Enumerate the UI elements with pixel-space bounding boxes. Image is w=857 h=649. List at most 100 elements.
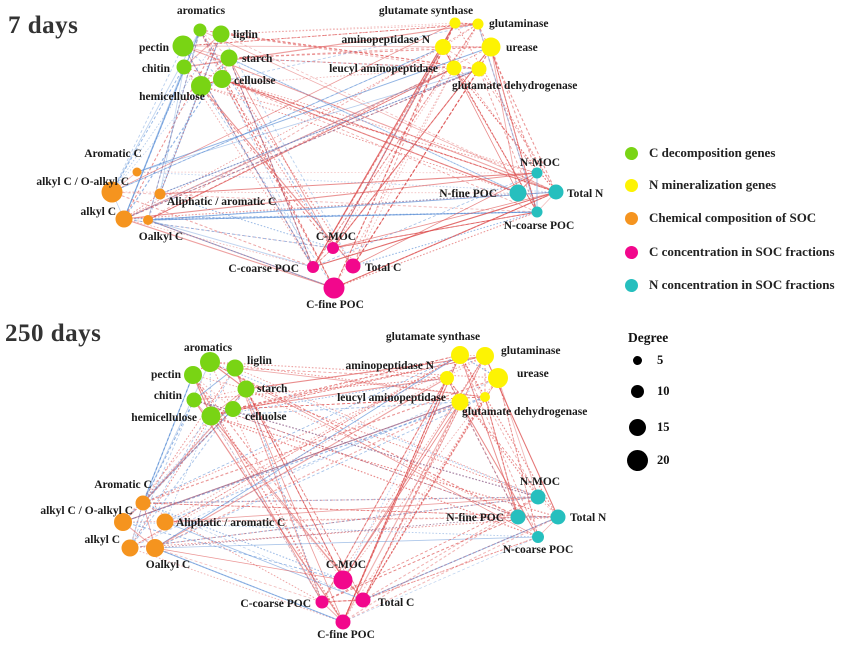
degree-item-15: 15 [626, 416, 670, 438]
network-edge [210, 415, 559, 518]
node-aromatic-c [132, 167, 142, 177]
network-edge [245, 388, 344, 581]
orange-dot-icon [625, 211, 638, 225]
node-liglin [226, 359, 244, 377]
network-edge [220, 23, 479, 35]
network-edge [497, 377, 539, 538]
node-label: pectin [151, 369, 182, 381]
network-edge [352, 172, 538, 267]
cyan-dot-icon [625, 278, 638, 292]
network-edge [164, 496, 539, 523]
node-starch [220, 49, 238, 67]
node-c-moc [333, 570, 353, 590]
node-label: aromatics [177, 5, 226, 17]
node-label: C-fine POC [306, 299, 364, 311]
network-edge [123, 66, 185, 220]
network-edge [159, 66, 185, 195]
network-edge [123, 67, 455, 220]
node-c-fine-poc [323, 277, 345, 299]
network-edge [193, 399, 344, 623]
network-edge [484, 396, 519, 518]
degree-value: 5 [657, 352, 664, 367]
network-edge [122, 521, 539, 538]
network-edge [164, 401, 461, 523]
network-edge [333, 191, 557, 289]
network-edge [228, 57, 480, 70]
network-edge [193, 377, 448, 401]
node-label: glutamate dehydrogenase [452, 80, 577, 92]
network-edge [332, 211, 538, 249]
node-label: N-coarse POC [504, 220, 575, 232]
node-leucyl-aminopeptidase [446, 60, 462, 76]
network-edge [122, 516, 519, 523]
network-edge [123, 193, 161, 220]
node-n-fine-poc [510, 509, 526, 525]
network-edge [234, 367, 448, 379]
network-edge [210, 415, 323, 603]
node-label: starch [242, 53, 273, 65]
network-edge [111, 46, 444, 193]
network-edge [142, 496, 539, 504]
legend-label: Chemical composition of SOC [649, 210, 817, 225]
node-glutamate-dehydrogenase [480, 392, 490, 402]
node-hemicellulose [191, 76, 211, 96]
node-oalkyl-c [143, 215, 153, 225]
network-edge [352, 67, 455, 267]
node-oalkyl-c [146, 539, 164, 557]
network-edge [154, 547, 344, 581]
network-edge [490, 46, 538, 174]
node-label: alkyl C / O-alkyl C [40, 505, 133, 517]
network-edge [111, 191, 314, 268]
node-label: Aromatic C [84, 148, 142, 160]
network-edge [154, 516, 519, 549]
network-edge [129, 354, 461, 549]
network-edge [159, 33, 222, 195]
node-chitin [186, 392, 202, 408]
network-edge [333, 191, 557, 289]
panel-title-250-days: 250 days [5, 320, 102, 347]
category-legend: C decomposition genes N mineralization g… [625, 143, 857, 303]
network-edge [332, 46, 444, 249]
network-edge [182, 23, 479, 47]
degree-20-circle-icon [626, 449, 648, 471]
network-edge [142, 377, 499, 504]
network-edge [221, 78, 557, 193]
network-edge [312, 22, 456, 268]
network-edge [490, 46, 538, 213]
node-label: alkyl C [81, 206, 116, 218]
network-edge [210, 355, 486, 417]
node-label: glutamate synthase [386, 331, 480, 343]
network-edge [321, 377, 448, 603]
network-edge [164, 354, 461, 523]
network-edge [342, 355, 486, 581]
green-dot-icon [625, 146, 638, 160]
network-edge [142, 354, 461, 504]
network-edge [147, 67, 455, 221]
network-edge [154, 401, 461, 549]
network-edge [352, 211, 538, 267]
network-edge [147, 29, 201, 221]
network-edge [228, 57, 314, 268]
network-edge [497, 377, 539, 538]
degree-circle-box [626, 418, 648, 436]
node-alkyl-c-o-alkyl-c [114, 513, 132, 531]
network-edge [136, 171, 538, 174]
network-edge [199, 29, 314, 268]
network-edge [220, 33, 480, 70]
network-edge [220, 22, 456, 35]
network-edge [154, 547, 344, 623]
node-label: Oalkyl C [139, 231, 183, 243]
node-n-moc [530, 489, 546, 505]
node-label: N-MOC [520, 476, 560, 488]
network-edge [362, 377, 499, 601]
legend-label: N mineralization genes [649, 177, 777, 192]
network-edge [220, 33, 557, 193]
network-edge [142, 367, 236, 504]
network-edge [200, 85, 335, 289]
network-edge [159, 193, 334, 249]
network-edge [362, 536, 539, 601]
network-edge [122, 396, 486, 523]
network-edge [200, 67, 455, 87]
magenta-dot-icon [625, 245, 638, 259]
network-edge [342, 401, 461, 581]
